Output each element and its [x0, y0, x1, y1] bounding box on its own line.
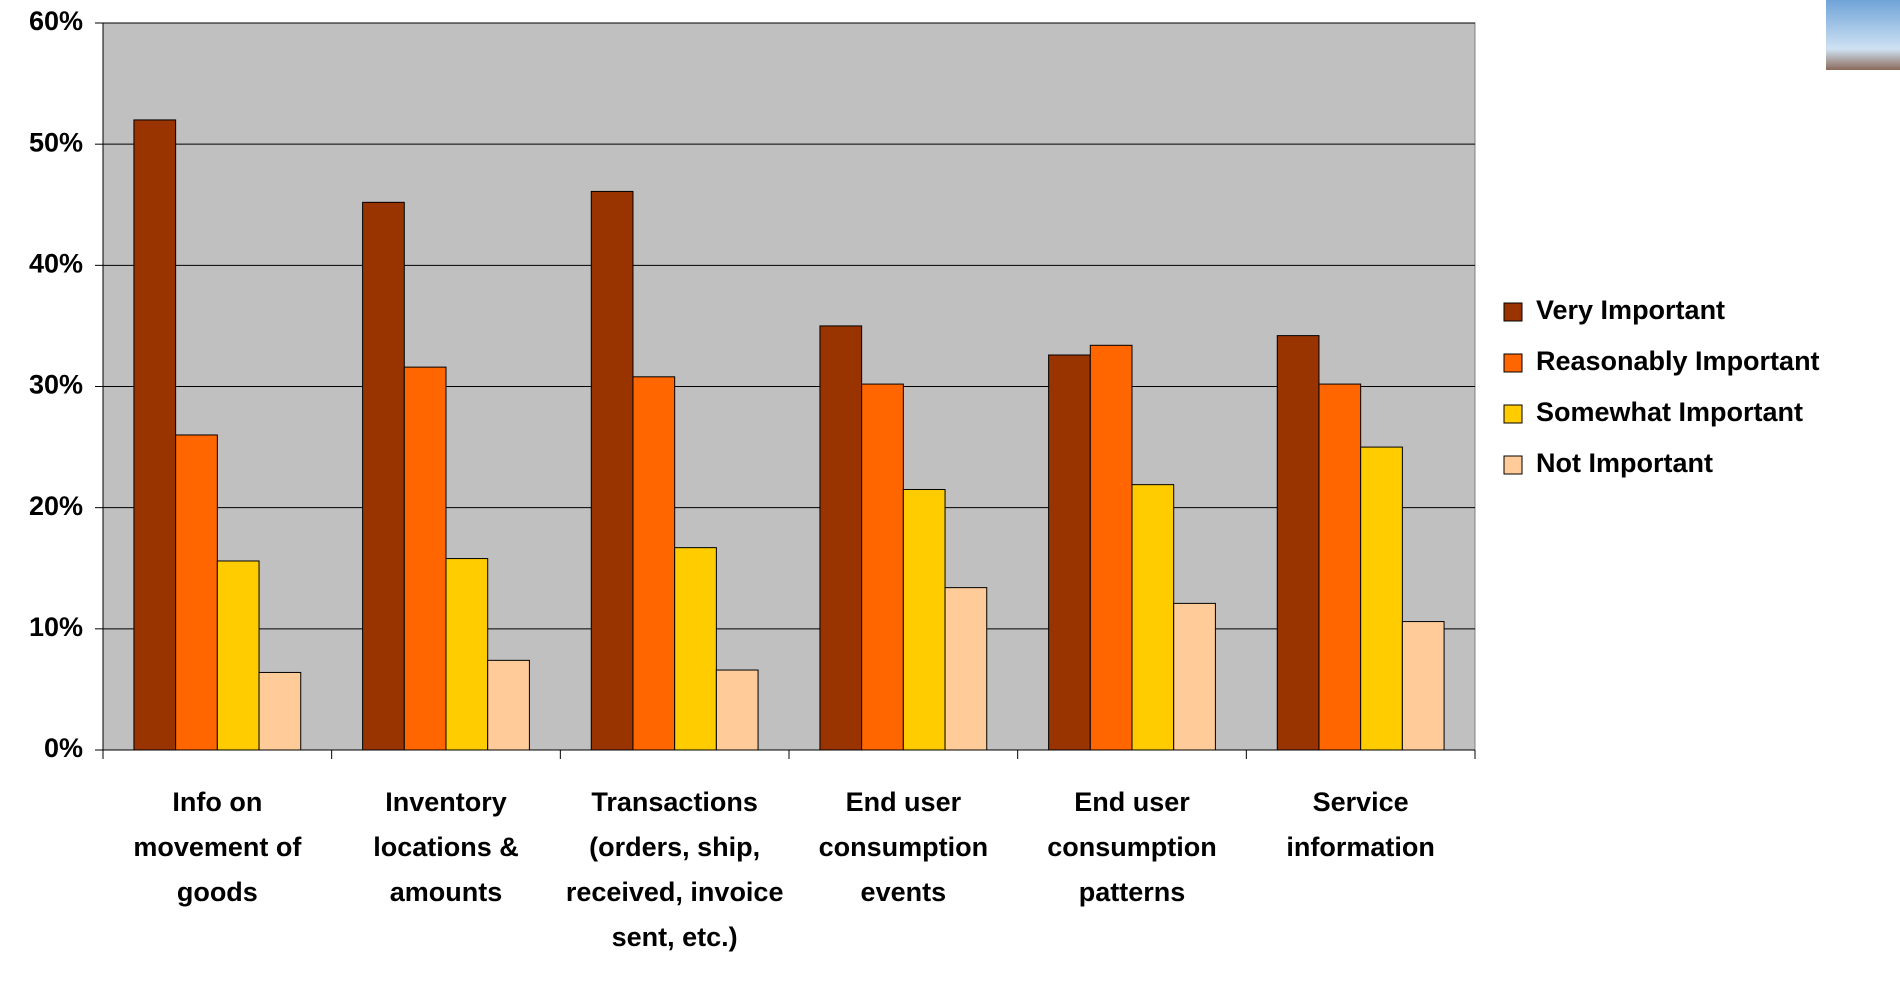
legend-swatch [1503, 455, 1523, 475]
bar [902, 488, 946, 751]
bar [861, 383, 904, 751]
legend-label: Not Important [1536, 448, 1713, 478]
x-tick-label: Service information [1286, 787, 1435, 862]
legend-swatch [1503, 353, 1523, 373]
legend-swatch [1503, 302, 1523, 322]
bar [216, 560, 260, 751]
legend-label: Reasonably Important [1536, 346, 1820, 376]
y-tick-label: 20% [29, 491, 83, 521]
bar [1360, 446, 1403, 751]
bar [445, 558, 489, 751]
bar [1089, 344, 1133, 751]
bar [1318, 383, 1362, 751]
bar [175, 434, 218, 751]
bar [403, 366, 447, 751]
x-tick-label: End user consumption patterns [1047, 787, 1217, 907]
x-tick-label: End user consumption events [818, 787, 989, 907]
bar [1173, 602, 1216, 751]
bar [590, 190, 634, 751]
y-tick-label: 40% [29, 248, 83, 278]
bar [1276, 335, 1320, 751]
legend-swatch [1503, 404, 1523, 424]
bar [632, 376, 676, 751]
x-tick-label: Transactions (orders, ship, received, in… [565, 787, 784, 952]
x-tick-label: Inventory locations & amounts [373, 787, 519, 907]
bar [487, 659, 530, 751]
y-tick-label: 50% [29, 127, 83, 157]
bar [674, 547, 717, 751]
logo-icon [1826, 0, 1900, 70]
y-tick-label: 60% [29, 6, 83, 36]
bar [1131, 484, 1175, 751]
y-tick-label: 10% [29, 612, 83, 642]
x-tick-label: Info on movement of goods [133, 787, 302, 907]
y-tick-label: 0% [44, 733, 83, 763]
y-tick-label: 30% [29, 370, 83, 400]
legend-label: Very Important [1536, 295, 1725, 325]
bar [819, 325, 863, 751]
bar [1048, 354, 1091, 751]
bar [133, 119, 177, 751]
bar [944, 587, 988, 751]
legend-label: Somewhat Important [1536, 397, 1803, 427]
bar [1401, 621, 1445, 751]
bar [715, 669, 759, 751]
bar [258, 671, 302, 751]
bar [362, 201, 405, 751]
